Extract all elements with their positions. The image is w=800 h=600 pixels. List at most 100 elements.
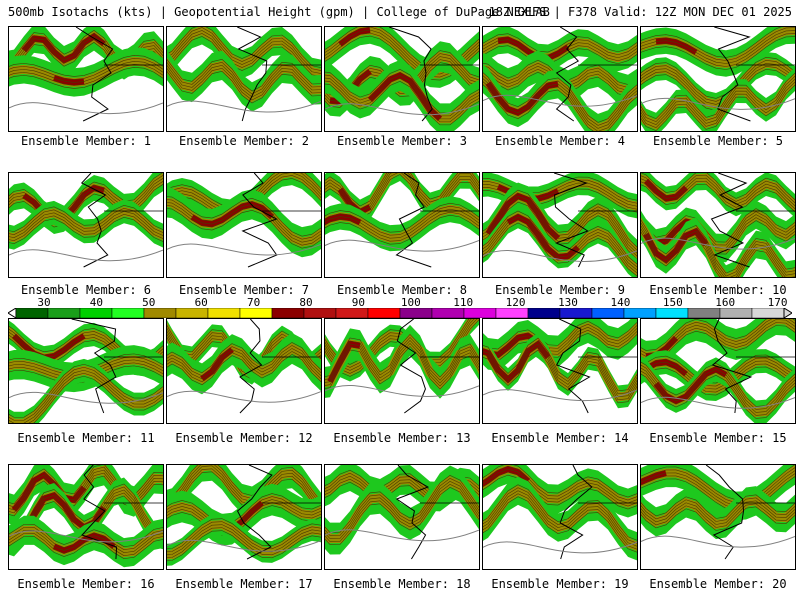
colorbar-tick-label: 90 xyxy=(351,296,366,309)
height-contour xyxy=(325,214,479,245)
height-contour xyxy=(167,208,321,249)
height-contour xyxy=(641,217,795,252)
height-contour xyxy=(167,524,321,556)
height-contour xyxy=(167,64,321,98)
height-contour xyxy=(483,213,637,268)
ensemble-panel xyxy=(482,318,638,424)
height-contour xyxy=(483,487,637,544)
ensemble-member-label: Ensemble Member: 7 xyxy=(178,283,310,297)
colorbar-swatch xyxy=(463,308,497,318)
isotach-map xyxy=(167,27,321,122)
colorbar-min-arrow xyxy=(8,308,17,318)
isotach-map xyxy=(483,27,637,131)
coastline xyxy=(705,465,745,560)
height-contour xyxy=(325,336,479,381)
height-contour xyxy=(325,478,479,536)
height-contour xyxy=(167,465,321,503)
height-contour xyxy=(483,36,637,56)
height-contour xyxy=(483,210,637,265)
coastline xyxy=(553,173,589,268)
height-contour xyxy=(325,484,479,542)
height-contour xyxy=(9,205,163,232)
height-contour xyxy=(483,192,637,251)
ensemble-panel xyxy=(482,464,638,570)
height-contour xyxy=(641,177,795,207)
colorbar-tick-label: 50 xyxy=(142,296,156,309)
ensemble-member-label: Ensemble Member: 11 xyxy=(17,431,155,445)
isotach-map xyxy=(9,27,163,122)
height-contour xyxy=(9,208,163,235)
colorbar-swatch xyxy=(239,308,273,318)
height-contour xyxy=(9,63,163,86)
height-contour xyxy=(483,343,637,398)
height-contour-grey xyxy=(9,249,163,262)
colorbar-swatch xyxy=(495,308,529,318)
colorbar-tick-label: 160 xyxy=(715,296,736,309)
ensemble-panel xyxy=(324,318,480,424)
height-contour xyxy=(483,45,637,65)
height-contour xyxy=(325,475,479,533)
height-contour xyxy=(9,523,163,547)
height-contour xyxy=(641,173,795,201)
height-contour xyxy=(483,465,637,498)
coastline xyxy=(237,27,268,122)
height-contour xyxy=(325,78,479,123)
height-contour xyxy=(167,527,321,559)
height-contour xyxy=(641,208,795,243)
coastline xyxy=(555,319,591,414)
height-contour xyxy=(641,465,795,501)
ensemble-member-label: Ensemble Member: 12 xyxy=(175,431,313,445)
colorbar-tick-label: 110 xyxy=(453,296,474,309)
height-contour xyxy=(641,319,795,351)
ensemble-member-label: Ensemble Member: 14 xyxy=(491,431,629,445)
height-contour xyxy=(9,535,163,559)
height-contour xyxy=(641,183,795,213)
height-contour-grey xyxy=(167,100,321,113)
height-contour xyxy=(9,486,163,542)
isotach-map xyxy=(641,27,795,131)
height-contour-grey xyxy=(325,103,479,116)
isotach-map xyxy=(167,173,321,268)
height-contour xyxy=(9,173,163,216)
height-contour xyxy=(483,468,637,504)
height-contour xyxy=(483,195,637,254)
colorbar-swatch xyxy=(719,308,753,318)
colorbar-tick-label: 30 xyxy=(37,296,51,309)
height-contour xyxy=(641,497,795,522)
height-contour xyxy=(483,182,637,207)
height-contour xyxy=(9,60,163,83)
colorbar-swatch xyxy=(143,308,177,318)
height-contour xyxy=(641,214,795,249)
height-contour xyxy=(641,506,795,531)
height-contour xyxy=(9,32,163,63)
height-contour xyxy=(483,176,637,201)
height-contour xyxy=(483,33,637,53)
ensemble-member-label: Ensemble Member: 5 xyxy=(652,134,784,148)
height-contour xyxy=(167,354,321,386)
height-contour xyxy=(167,61,321,95)
ensemble-panel xyxy=(482,26,638,132)
ensemble-member-label: Ensemble Member: 13 xyxy=(333,431,471,445)
height-contour xyxy=(483,340,637,395)
colorbar-tick-label: 80 xyxy=(299,296,313,309)
ensemble-panel xyxy=(166,318,322,424)
height-contour-grey xyxy=(167,539,321,552)
isotach-map xyxy=(641,319,795,423)
height-contour-grey xyxy=(9,530,163,543)
height-contour xyxy=(9,366,163,421)
colorbar-swatch xyxy=(431,308,465,318)
height-contour xyxy=(9,469,163,511)
height-contour-grey xyxy=(325,239,479,252)
height-contour xyxy=(641,222,795,277)
height-contour xyxy=(641,364,795,410)
height-contour xyxy=(483,465,637,501)
ensemble-panel xyxy=(324,172,480,278)
coastline xyxy=(75,27,114,122)
height-contour xyxy=(9,532,163,556)
height-contour xyxy=(167,199,321,240)
isotach-map xyxy=(325,27,479,131)
height-contour xyxy=(167,27,321,71)
height-contour xyxy=(641,225,795,277)
coastline xyxy=(395,173,432,268)
height-contour xyxy=(641,360,795,390)
